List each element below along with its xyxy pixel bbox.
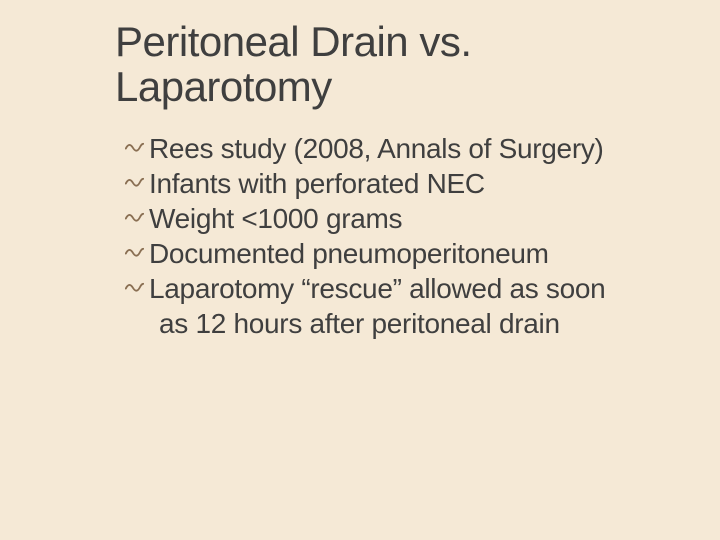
list-item: Weight <1000 grams xyxy=(125,202,662,235)
list-item: Laparotomy “rescue” allowed as soon xyxy=(125,272,662,305)
list-item: Infants with perforated NEC xyxy=(125,167,662,200)
bullet-text: Infants with perforated NEC xyxy=(149,167,485,200)
squiggle-bullet-icon xyxy=(125,202,147,232)
slide-title: Peritoneal Drain vs. Laparotomy xyxy=(115,20,662,110)
squiggle-bullet-icon xyxy=(125,272,147,302)
bullet-text: Laparotomy “rescue” allowed as soon xyxy=(149,272,605,305)
squiggle-bullet-icon xyxy=(125,132,147,162)
bullet-text: Documented pneumoperitoneum xyxy=(149,237,549,270)
list-item: Rees study (2008, Annals of Surgery) xyxy=(125,132,662,165)
bullet-list: Rees study (2008, Annals of Surgery) Inf… xyxy=(115,132,662,340)
bullet-text: Rees study (2008, Annals of Surgery) xyxy=(149,132,604,165)
list-item: Documented pneumoperitoneum xyxy=(125,237,662,270)
squiggle-bullet-icon xyxy=(125,237,147,267)
bullet-text: Weight <1000 grams xyxy=(149,202,402,235)
bullet-text-continuation: as 12 hours after peritoneal drain xyxy=(125,307,662,340)
squiggle-bullet-icon xyxy=(125,167,147,197)
slide: Peritoneal Drain vs. Laparotomy Rees stu… xyxy=(0,0,720,540)
